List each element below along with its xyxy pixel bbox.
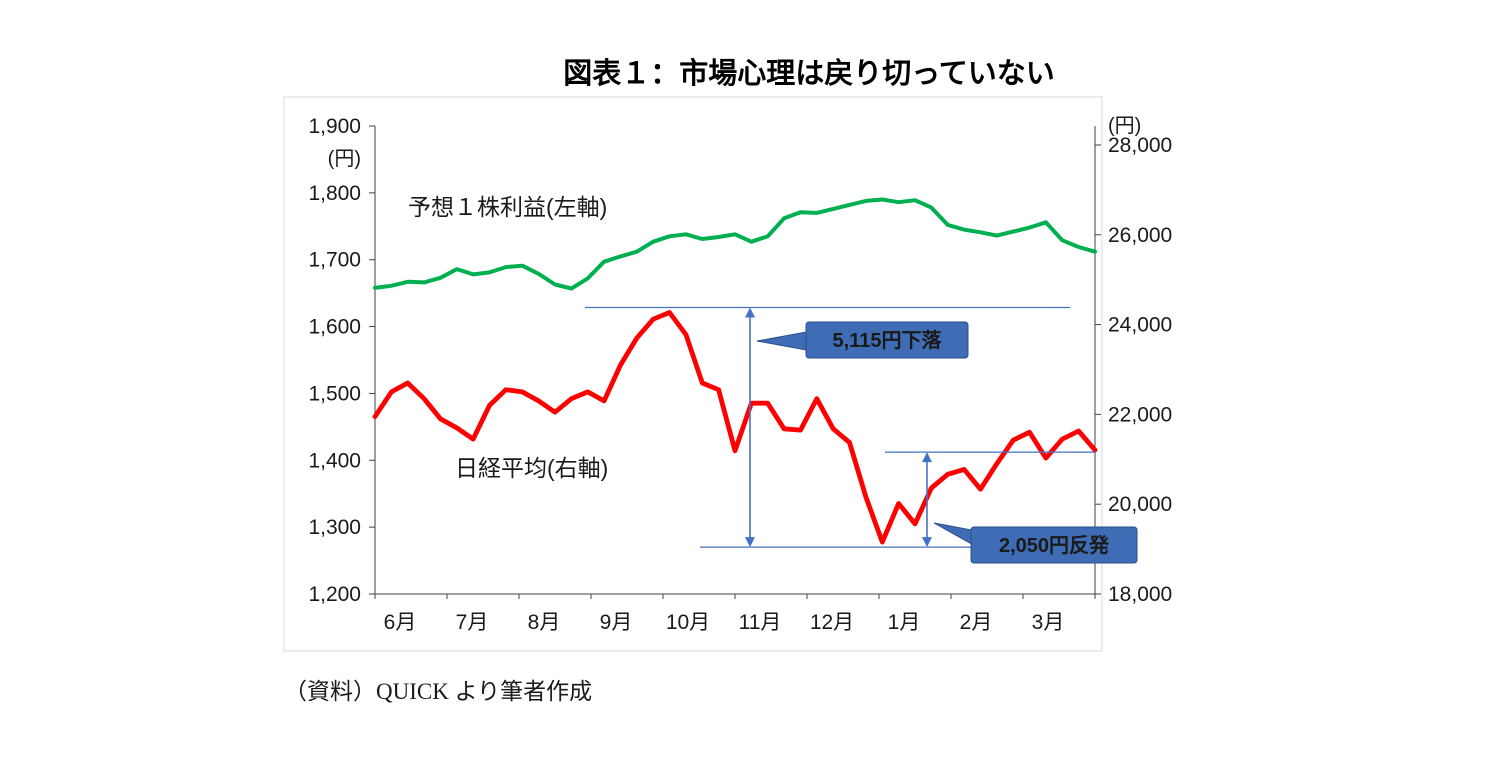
decline-arrow-head-top bbox=[745, 307, 755, 318]
right-axis-tick-label: 28,000 bbox=[1108, 134, 1172, 157]
x-axis-month-label: 1月 bbox=[888, 611, 921, 634]
rebound-callout-box bbox=[970, 526, 1138, 564]
decline-callout-box bbox=[805, 321, 969, 359]
nikkei-average-line bbox=[372, 310, 1098, 545]
rebound-arrow-head-bottom bbox=[922, 537, 932, 548]
right-axis-tick-label: 24,000 bbox=[1108, 314, 1172, 337]
x-axis-month-label: 12月 bbox=[810, 611, 854, 634]
right-axis-tick-label: 22,000 bbox=[1108, 403, 1172, 426]
decline-callout-label: 5,115円下落 bbox=[833, 329, 943, 352]
source-note: （資料）QUICK より筆者作成 bbox=[284, 679, 593, 704]
chart-title: 図表１：市場心理は戻り切っていない bbox=[563, 58, 1055, 90]
x-axis-month-label: 6月 bbox=[384, 611, 417, 634]
x-axis-month-label: 8月 bbox=[528, 611, 561, 634]
right-axis-unit-label: (円) bbox=[1108, 115, 1141, 137]
rebound-callout-label: 2,050円反発 bbox=[999, 533, 1110, 557]
right-axis-tick-label: 20,000 bbox=[1108, 493, 1172, 516]
right-axis-tick-label: 18,000 bbox=[1108, 583, 1172, 606]
left-axis-tick-label: 1,500 bbox=[308, 382, 361, 405]
left-axis-tick-label: 1,900 bbox=[308, 115, 361, 138]
x-axis-month-label: 10月 bbox=[666, 611, 710, 634]
x-axis-month-label: 11月 bbox=[739, 611, 782, 634]
left-axis-tick-label: 1,400 bbox=[308, 449, 361, 472]
x-axis-month-label: 7月 bbox=[456, 611, 489, 634]
right-axis-tick-label: 26,000 bbox=[1108, 224, 1172, 247]
rebound-arrow-head-top bbox=[922, 452, 932, 463]
eps-series-label: 予想１株利益(左軸) bbox=[408, 194, 607, 220]
eps-forecast-line bbox=[373, 197, 1097, 291]
left-axis-unit-label: (円) bbox=[328, 148, 361, 170]
decline-callout-pointer bbox=[756, 330, 813, 352]
left-axis-tick-label: 1,800 bbox=[308, 182, 361, 205]
left-axis-tick-label: 1,300 bbox=[308, 516, 361, 539]
chart-outer-border bbox=[283, 96, 1103, 652]
decline-arrow-head-bottom bbox=[745, 537, 755, 548]
left-axis-tick-label: 1,600 bbox=[308, 316, 361, 339]
x-axis-month-label: 3月 bbox=[1032, 611, 1065, 634]
x-axis-month-label: 9月 bbox=[600, 611, 633, 634]
nikkei-series-label: 日経平均(右軸) bbox=[455, 455, 608, 481]
x-axis-month-label: 2月 bbox=[960, 611, 993, 634]
left-axis-tick-label: 1,700 bbox=[308, 249, 361, 272]
left-axis-tick-label: 1,200 bbox=[308, 583, 361, 606]
